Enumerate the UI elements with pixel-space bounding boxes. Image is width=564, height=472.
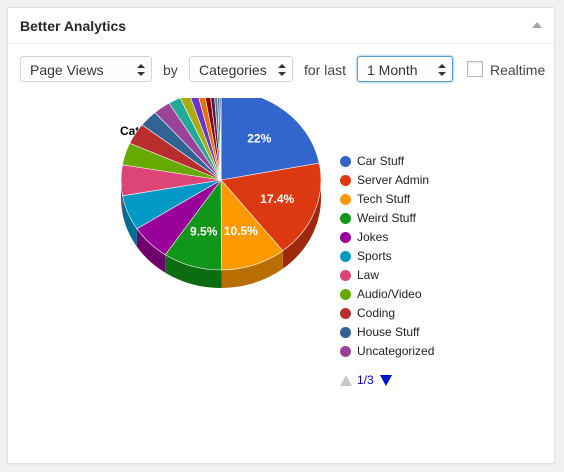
pie-slice [220,98,320,181]
legend-dot [340,213,351,224]
pie-chart: 22% 17.4% 10.5% 9.5% [120,98,322,288]
legend-dot [340,289,351,300]
pie-slice [220,162,322,252]
pie-slices [120,98,322,271]
legend-label: Jokes [357,230,389,244]
legend-label: Weird Stuff [357,211,416,225]
legend-dot [340,194,351,205]
legend-label: Sports [357,249,392,263]
select-arrows-icon [278,64,286,76]
select-arrows-icon [137,64,145,76]
pager-text: 1/3 [357,373,374,387]
better-analytics-widget: Better Analytics Page Views by Categorie… [7,7,555,464]
pie-slice [219,98,222,181]
metric-select[interactable]: Page Views [20,56,152,82]
pie-slice-label: 9.5% [190,225,218,239]
for-last-label: for last [304,62,347,78]
widget-header[interactable]: Better Analytics [8,8,554,44]
collapse-toggle-icon[interactable] [532,22,542,28]
legend-label: Audio/Video [357,287,422,301]
legend-dot [340,270,351,281]
legend-dot [340,156,351,167]
legend-label: Uncategorized [357,344,435,358]
legend-label: Coding [357,306,396,320]
pie-side-wall [165,254,222,288]
legend-dot [340,175,351,186]
dimension-select-value: Categories [199,62,267,78]
legend-label: House Stuff [357,325,420,339]
legend-dot [340,308,351,319]
pie-slice [214,98,222,181]
pie-slice [205,98,222,181]
realtime-label[interactable]: Realtime [490,62,546,78]
pager-prev-icon [340,375,352,386]
pie-slice [168,98,222,181]
period-select[interactable]: 1 Month [357,56,453,82]
select-arrows-icon [438,64,446,76]
pie-chart-area: Categories 22%17.4%10.5%9.5% Car Stuff S… [8,98,556,398]
legend-label: Server Admin [357,173,430,187]
legend-dot [340,232,351,243]
pie-side-wall [282,180,321,269]
dimension-select[interactable]: Categories [189,56,293,82]
controls-bar: Page Views by Categories for last 1 Mont… [20,56,546,86]
metric-select-value: Page Views [30,62,104,78]
legend-label: Car Stuff [357,154,405,168]
legend-label: Tech Stuff [357,192,411,206]
pie-slice-label: 17.4% [260,192,294,206]
pie-side-wall [136,228,166,273]
legend-dot [340,327,351,338]
legend-dot [340,346,351,357]
pie-slice-label: 22% [247,131,271,145]
realtime-checkbox[interactable] [467,61,483,77]
by-label: by [163,62,178,78]
legend-label: Law [357,268,380,282]
pie-slice-label: 10.5% [224,224,258,238]
legend-dot [340,251,351,262]
period-select-value: 1 Month [367,62,418,78]
pager-next-icon[interactable] [380,375,392,386]
widget-title: Better Analytics [20,18,127,34]
